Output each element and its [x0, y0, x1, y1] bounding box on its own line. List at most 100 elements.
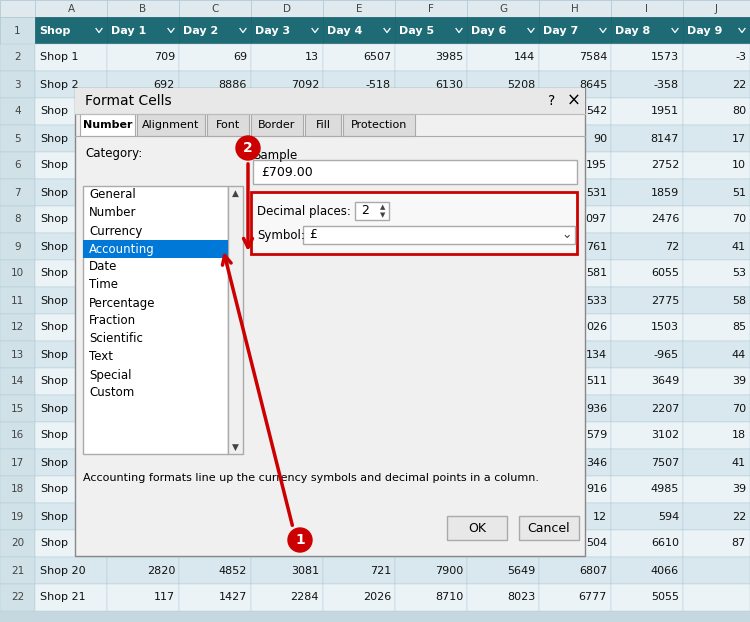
Bar: [107, 395, 179, 422]
Text: 51: 51: [732, 187, 746, 198]
Bar: [35, 206, 107, 233]
Bar: [179, 314, 251, 341]
Text: Custom: Custom: [89, 386, 134, 399]
Bar: [107, 44, 179, 71]
Text: 916: 916: [586, 485, 607, 494]
Bar: [323, 395, 395, 422]
Bar: [539, 17, 611, 44]
Bar: [683, 341, 750, 368]
Text: 3: 3: [14, 80, 21, 90]
Bar: [251, 152, 323, 179]
Text: E: E: [356, 4, 362, 14]
Text: Day 1: Day 1: [111, 26, 146, 35]
Text: Shop: Shop: [40, 539, 68, 549]
Bar: [467, 260, 539, 287]
Bar: [0, 341, 35, 368]
Bar: [179, 287, 251, 314]
Bar: [467, 0, 539, 17]
Bar: [0, 503, 35, 530]
Text: 3081: 3081: [291, 565, 319, 575]
Bar: [467, 449, 539, 476]
Bar: [467, 584, 539, 611]
Bar: [35, 0, 107, 17]
Bar: [0, 125, 35, 152]
Text: Shop: Shop: [40, 241, 68, 251]
Text: Shop: Shop: [40, 350, 68, 360]
Bar: [467, 476, 539, 503]
Bar: [395, 287, 467, 314]
Text: Shop: Shop: [40, 187, 68, 198]
Text: Shop: Shop: [40, 376, 68, 386]
Bar: [683, 449, 750, 476]
Text: Shop 1: Shop 1: [40, 52, 79, 62]
Text: 17: 17: [10, 458, 24, 468]
Text: 1951: 1951: [651, 106, 679, 116]
Text: 53: 53: [732, 269, 746, 279]
Bar: [179, 125, 251, 152]
Text: 936: 936: [586, 404, 607, 414]
Text: I: I: [646, 4, 649, 14]
Text: 8886: 8886: [219, 80, 247, 90]
Bar: [251, 314, 323, 341]
Bar: [137, 114, 205, 136]
Bar: [0, 368, 35, 395]
Bar: [539, 233, 611, 260]
Text: ⌄: ⌄: [562, 228, 572, 241]
Text: 531: 531: [586, 187, 607, 198]
Bar: [251, 260, 323, 287]
Bar: [251, 557, 323, 584]
Bar: [35, 476, 107, 503]
Text: 6807: 6807: [579, 565, 607, 575]
Bar: [251, 233, 323, 260]
Bar: [539, 368, 611, 395]
Bar: [611, 395, 683, 422]
Bar: [683, 233, 750, 260]
Bar: [683, 368, 750, 395]
Bar: [107, 341, 179, 368]
Text: 195: 195: [586, 160, 607, 170]
Bar: [251, 0, 323, 17]
Bar: [75, 88, 585, 556]
Bar: [683, 0, 750, 17]
Bar: [35, 557, 107, 584]
Text: -358: -358: [654, 80, 679, 90]
Bar: [467, 206, 539, 233]
Text: 6610: 6610: [651, 539, 679, 549]
Text: 12: 12: [10, 322, 24, 333]
Bar: [107, 152, 179, 179]
Bar: [0, 98, 35, 125]
Bar: [611, 530, 683, 557]
Bar: [395, 314, 467, 341]
Text: 22: 22: [732, 511, 746, 521]
Text: 504: 504: [586, 539, 607, 549]
Text: Accounting formats line up the currency symbols and decimal points in a column.: Accounting formats line up the currency …: [83, 473, 539, 483]
Text: 2026: 2026: [363, 593, 391, 603]
Text: 10: 10: [11, 269, 24, 279]
Text: 1427: 1427: [219, 593, 247, 603]
Bar: [323, 449, 395, 476]
Text: 6130: 6130: [435, 80, 463, 90]
Bar: [683, 179, 750, 206]
Bar: [107, 206, 179, 233]
Bar: [611, 152, 683, 179]
Bar: [467, 341, 539, 368]
Text: 11: 11: [10, 295, 24, 305]
Text: Shop 2: Shop 2: [40, 80, 79, 90]
Bar: [683, 71, 750, 98]
Text: Shop: Shop: [40, 134, 68, 144]
Bar: [395, 422, 467, 449]
Bar: [0, 422, 35, 449]
Bar: [0, 557, 35, 584]
Bar: [35, 395, 107, 422]
Bar: [395, 71, 467, 98]
Bar: [611, 44, 683, 71]
Bar: [179, 0, 251, 17]
Bar: [179, 179, 251, 206]
Text: 14: 14: [10, 376, 24, 386]
Bar: [305, 114, 341, 136]
Bar: [323, 476, 395, 503]
Text: Cancel: Cancel: [528, 521, 570, 534]
Bar: [35, 44, 107, 71]
Text: 097: 097: [586, 215, 607, 225]
Text: ▼: ▼: [232, 442, 239, 452]
